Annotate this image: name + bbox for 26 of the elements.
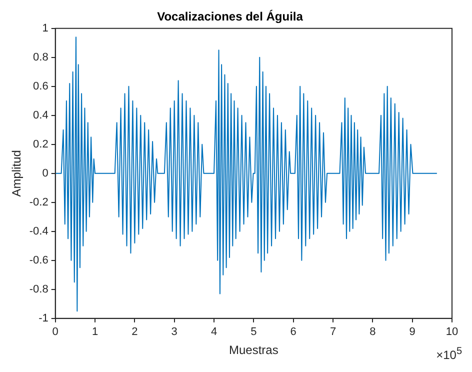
x-tick-label: 0	[52, 326, 58, 338]
chart-title: Vocalizaciones del Águila	[157, 10, 304, 24]
x-tick-label: 7	[330, 326, 336, 338]
y-tick-label: 1	[42, 22, 48, 34]
y-tick-label: 0.4	[33, 109, 48, 122]
x-tick-label: 9	[409, 326, 416, 338]
y-tick-label: 0.8	[33, 51, 48, 64]
y-tick-label: 0.6	[33, 80, 48, 92]
y-tick-label: -0.4	[29, 225, 48, 238]
x-tick-label: 2	[132, 326, 138, 338]
x-tick-label: 1	[92, 326, 98, 338]
x-tick-label: 6	[290, 326, 296, 338]
y-tick-label: 0.2	[33, 138, 48, 150]
x-tick-label: 4	[210, 326, 218, 338]
y-tick-label: -0.8	[29, 283, 48, 296]
y-tick-label: -1	[38, 312, 48, 324]
x-tick-label: 5	[250, 326, 257, 338]
text: ×10$^{5}$	[436, 346, 462, 362]
x-tick-label: 3	[171, 326, 178, 338]
x-tick-label: 10	[446, 326, 458, 338]
y-tick-label: -0.2	[29, 196, 48, 208]
y-axis-title: Amplitud	[10, 150, 24, 197]
x-axis-title: Muestras	[229, 343, 278, 358]
y-tick-label: -0.6	[29, 254, 48, 266]
y-tick-label: 0	[42, 167, 48, 180]
x-tick-label: 8	[370, 326, 376, 338]
